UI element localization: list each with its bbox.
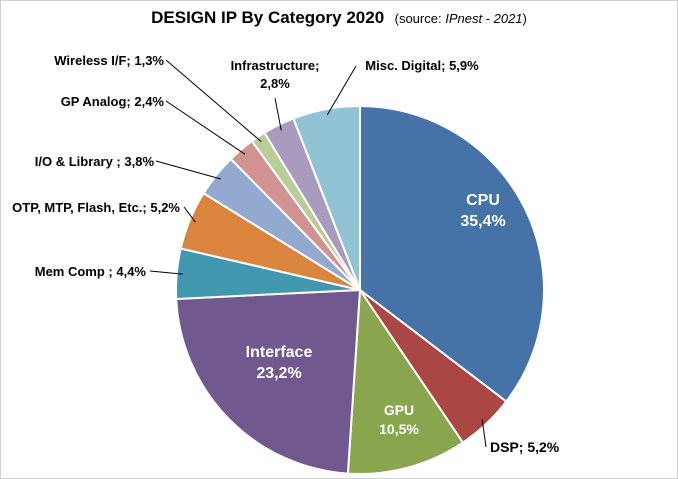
- slice-label-mem-comp: Mem Comp ; 4,4%: [35, 264, 147, 279]
- slice-value-cpu: 35,4%: [460, 213, 505, 230]
- pie-slice-interface: [175, 288, 362, 475]
- source-prefix: (source:: [394, 11, 446, 26]
- pie-slice-gpu: [346, 287, 465, 475]
- source-name: IPnest - 2021: [445, 11, 523, 26]
- pie-slice-cpu: [359, 104, 545, 403]
- leader-line-infrastructure: [274, 97, 282, 131]
- chart-title: DESIGN IP By Category 2020: [151, 8, 385, 27]
- leader-lines: [149, 59, 487, 448]
- slice-label-wireless-i-f: Wireless I/F; 1,3%: [54, 53, 164, 68]
- slice-label-otp-mtp-flash-etc: OTP, MTP, Flash, Etc.; 5,2%: [12, 200, 180, 215]
- pie-slice-misc-digital: [292, 104, 361, 291]
- source-suffix: ): [522, 11, 527, 26]
- slice-label-cpu: CPU: [466, 192, 500, 209]
- leader-line-i-o-library: [155, 160, 221, 180]
- slice-label-interface: Interface: [246, 344, 313, 361]
- slice-label-dsp: DSP; 5,2%: [490, 439, 560, 455]
- slice-value-infrastructure: 2,8%: [260, 76, 290, 91]
- slice-label-gp-analog: GP Analog; 2,4%: [61, 94, 165, 109]
- slice-label-infrastructure: Infrastructure;: [231, 58, 320, 73]
- leader-line-otp-mtp-flash-etc: [183, 206, 196, 223]
- slice-labels: CPU 35,4% DSP; 5,2% GPU 10,5% Interface 23,2% M…: [12, 53, 560, 455]
- slice-value-interface: 23,2%: [256, 365, 301, 382]
- leader-line-mem-comp: [149, 270, 183, 275]
- slice-label-misc-digital: Misc. Digital; 5,9%: [365, 58, 479, 73]
- chart-title-block: DESIGN IP By Category 2020 (source: IPne…: [0, 8, 678, 28]
- leader-line-dsp: [481, 419, 487, 448]
- slice-label-gpu: GPU: [384, 402, 414, 418]
- leader-line-gp-analog: [165, 100, 246, 155]
- slice-value-gpu: 10,5%: [379, 421, 419, 437]
- leader-line-wireless-i-f: [165, 59, 262, 143]
- slice-label-i-o-library: I/O & Library ; 3,8%: [35, 154, 155, 169]
- leader-line-misc-digital: [326, 65, 357, 116]
- chart-source: (source: IPnest - 2021): [395, 11, 527, 26]
- pie-slices: [175, 104, 545, 475]
